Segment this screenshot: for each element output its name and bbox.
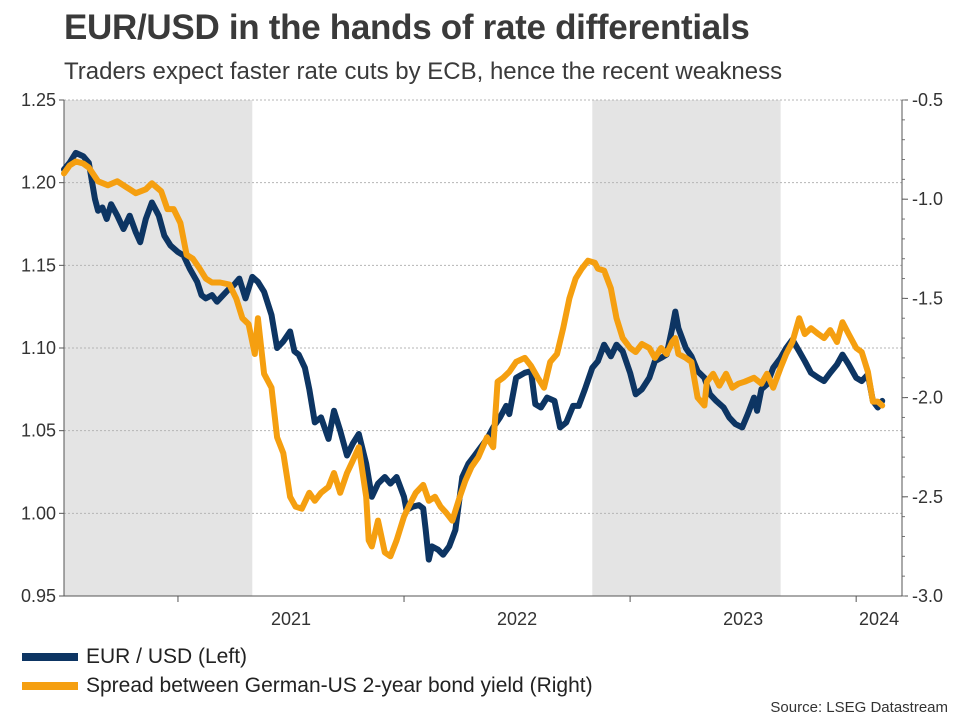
y-left-tick-label-4: 1.15: [21, 255, 56, 275]
series-line-eurusd: [61, 149, 886, 563]
y-right-tick-label-4: -1.0: [912, 189, 943, 209]
y-left-tick-label-3: 1.10: [21, 338, 56, 358]
x-tick-label-0: 2021: [271, 609, 311, 629]
axes: 0.95 1.00 1.05 1.10 1.15 1.20 1.25 -3.0 -2.5 -2.0…: [21, 90, 943, 629]
y-right-tick-label-2: -2.0: [912, 388, 943, 408]
chart-subtitle: Traders expect faster rate cuts by ECB, …: [64, 58, 783, 85]
y-left-tick-label-5: 1.20: [21, 173, 56, 193]
chart-title: EUR/USD in the hands of rate differentia…: [64, 8, 750, 47]
series-lines: [61, 149, 886, 563]
y-right-tick-label-5: -0.5: [912, 90, 943, 110]
y-left-tick-label-2: 1.05: [21, 421, 56, 441]
legend-item-eurusd: EUR / USD (Left): [22, 642, 593, 671]
y-left-tick-label-6: 1.25: [21, 90, 56, 110]
legend-swatch-spread: [22, 681, 78, 690]
y-right-tick-label-0: -3.0: [912, 586, 943, 606]
x-tick-label-3: 2024: [859, 609, 899, 629]
x-tick-label-2: 2023: [723, 609, 763, 629]
legend-item-spread: Spread between German-US 2-year bond yie…: [22, 671, 593, 700]
y-right-tick-label-3: -1.5: [912, 288, 943, 308]
x-tick-label-1: 2022: [497, 609, 537, 629]
legend-label-eurusd: EUR / USD (Left): [86, 644, 248, 668]
y-right-tick-label-1: -2.5: [912, 487, 943, 507]
y-left-tick-label-0: 0.95: [21, 586, 56, 606]
legend-swatch-eurusd: [22, 652, 78, 661]
source-note: Source: LSEG Datastream: [770, 699, 948, 716]
y-left-tick-label-1: 1.00: [21, 503, 56, 523]
series-line-spread: [61, 158, 886, 560]
legend-label-spread: Spread between German-US 2-year bond yie…: [86, 673, 593, 697]
legend: EUR / USD (Left) Spread between German-U…: [22, 642, 593, 700]
